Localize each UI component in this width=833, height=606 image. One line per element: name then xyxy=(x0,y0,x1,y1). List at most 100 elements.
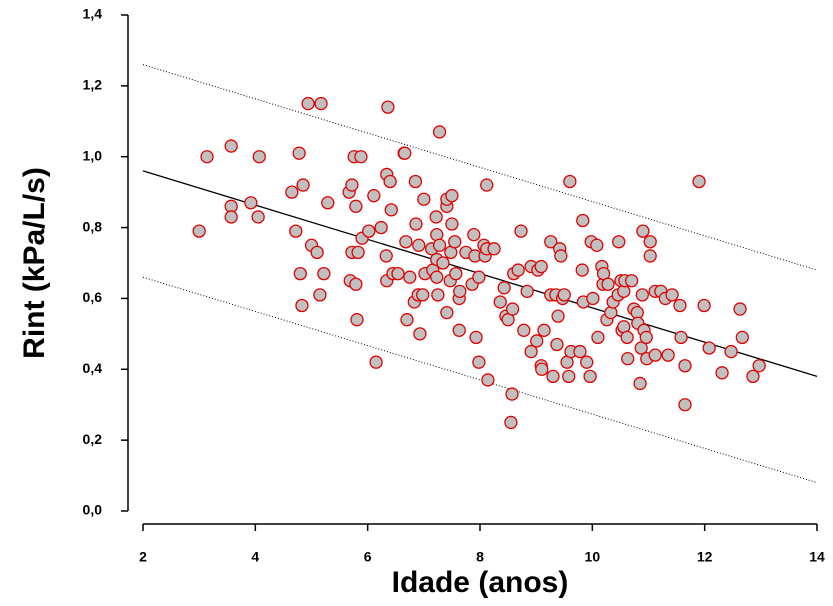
reference-line xyxy=(142,276,818,484)
data-point xyxy=(546,369,560,384)
data-point xyxy=(440,305,454,320)
data-point xyxy=(493,295,507,309)
data-point xyxy=(661,348,675,362)
data-point xyxy=(724,344,738,359)
data-point xyxy=(445,217,459,231)
data-point xyxy=(697,298,711,313)
data-point xyxy=(746,369,760,384)
data-point xyxy=(301,96,315,111)
y-tick-label: 0,0 xyxy=(83,502,103,518)
data-point xyxy=(636,224,650,238)
data-point xyxy=(583,369,597,384)
y-tick-label: 0,2 xyxy=(83,431,103,447)
data-point xyxy=(417,192,431,206)
data-point xyxy=(362,224,376,238)
y-tick-label: 1,0 xyxy=(83,147,103,163)
data-point xyxy=(612,235,626,249)
data-point xyxy=(514,224,528,238)
data-point xyxy=(429,210,443,224)
data-point xyxy=(321,196,335,210)
data-point xyxy=(317,266,331,281)
data-point xyxy=(733,302,747,316)
x-tick-label: 12 xyxy=(697,549,713,565)
data-point xyxy=(289,224,303,238)
data-point xyxy=(384,203,398,217)
reference-line xyxy=(142,64,818,271)
data-point xyxy=(487,242,501,256)
data-point xyxy=(715,366,729,380)
data-point xyxy=(416,288,430,302)
data-point xyxy=(432,125,447,139)
data-point xyxy=(293,266,307,281)
data-point xyxy=(412,238,426,252)
data-point xyxy=(537,323,551,337)
y-tick-label: 0,4 xyxy=(83,360,103,376)
data-point xyxy=(692,174,706,189)
data-point xyxy=(674,330,688,345)
data-point xyxy=(374,220,388,235)
data-point xyxy=(224,139,238,153)
data-point xyxy=(604,305,618,320)
data-point xyxy=(586,291,600,306)
data-point xyxy=(639,330,653,345)
data-point xyxy=(534,259,548,274)
y-axis-title: Rint (kPa/L/s) xyxy=(18,167,51,359)
data-point xyxy=(625,274,639,288)
data-point xyxy=(449,266,463,281)
data-point xyxy=(554,249,568,263)
x-tick-label: 4 xyxy=(251,549,259,565)
data-point xyxy=(295,298,309,313)
data-point xyxy=(445,189,459,203)
data-point xyxy=(633,376,647,391)
data-point xyxy=(520,284,534,298)
data-point xyxy=(381,100,395,114)
y-tick-label: 1,2 xyxy=(83,77,103,93)
data-point xyxy=(511,263,525,277)
data-point xyxy=(354,150,368,164)
data-point xyxy=(563,174,577,189)
y-tick-label: 0,6 xyxy=(83,289,103,305)
data-point xyxy=(621,352,635,366)
x-axis-title: Idade (anos) xyxy=(392,566,569,599)
data-point xyxy=(643,235,657,249)
data-point xyxy=(530,334,544,348)
data-point xyxy=(551,309,565,323)
data-point xyxy=(635,288,649,302)
data-point xyxy=(413,327,427,341)
data-point xyxy=(349,199,363,213)
data-point xyxy=(469,330,483,345)
data-point xyxy=(505,302,520,316)
data-point xyxy=(591,330,605,345)
data-point xyxy=(367,189,381,203)
data-point xyxy=(467,228,481,242)
data-point xyxy=(313,288,327,302)
data-point xyxy=(562,369,576,384)
data-point xyxy=(576,213,590,228)
data-point xyxy=(678,398,692,412)
data-point xyxy=(430,270,444,284)
data-point xyxy=(369,355,383,369)
x-tick-label: 8 xyxy=(476,549,484,565)
data-point xyxy=(296,178,310,192)
data-point xyxy=(573,344,587,359)
data-point xyxy=(517,323,531,337)
data-point xyxy=(504,415,518,430)
data-point xyxy=(505,387,519,401)
data-point xyxy=(665,288,679,302)
data-point xyxy=(580,355,594,369)
x-tick-label: 10 xyxy=(585,549,601,565)
data-point xyxy=(345,178,359,192)
x-tick-label: 14 xyxy=(809,549,825,565)
data-point xyxy=(399,235,413,249)
data-point xyxy=(408,174,423,189)
data-point xyxy=(575,263,589,277)
data-point xyxy=(383,174,397,189)
data-point xyxy=(544,235,558,249)
y-tick-label: 0,8 xyxy=(83,218,103,234)
data-point xyxy=(550,337,564,352)
data-point xyxy=(436,256,450,270)
data-point xyxy=(224,210,238,224)
data-point xyxy=(453,284,467,298)
data-point xyxy=(524,344,538,359)
